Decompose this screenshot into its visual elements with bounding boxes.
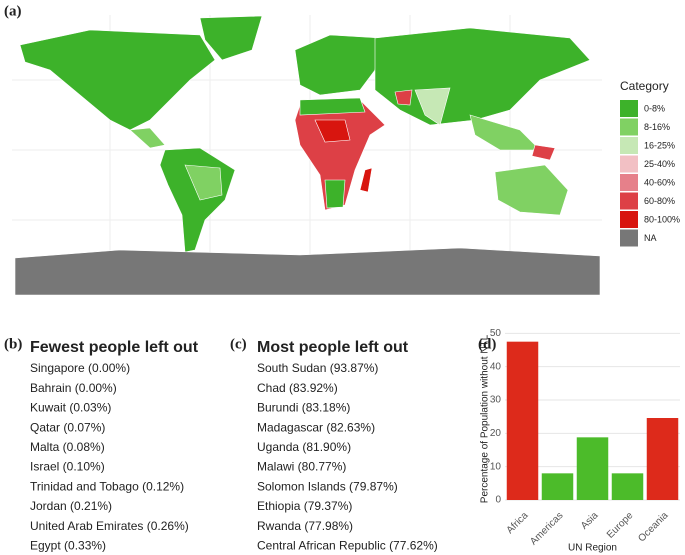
list-item: Burundi (83.18%) bbox=[257, 401, 350, 415]
list-item: Qatar (0.07%) bbox=[30, 420, 105, 434]
legend-label: 40-60% bbox=[644, 177, 675, 187]
y-tick-label: 0 bbox=[495, 495, 501, 506]
list-item: Malta (0.08%) bbox=[30, 440, 105, 454]
x-tick-label: Europe bbox=[605, 510, 636, 541]
central-africa bbox=[314, 119, 351, 143]
list-item: Ethiopia (79.37%) bbox=[257, 499, 352, 513]
legend-label: 8-16% bbox=[644, 122, 670, 132]
y-tick-label: 20 bbox=[490, 428, 502, 439]
list-item: Singapore (0.00%) bbox=[30, 361, 130, 375]
x-axis-title: UN Region bbox=[568, 543, 617, 554]
panel-label: (a) bbox=[4, 3, 22, 19]
legend-swatch bbox=[620, 137, 638, 154]
y-tick-label: 50 bbox=[490, 328, 502, 339]
legend-swatch bbox=[620, 118, 638, 136]
bar bbox=[646, 418, 679, 500]
list-item: United Arab Emirates (0.26%) bbox=[30, 519, 189, 533]
legend-swatch bbox=[620, 211, 638, 228]
antarctica bbox=[14, 247, 601, 296]
panel-label: (c) bbox=[230, 336, 247, 352]
legend-label: 80-100% bbox=[644, 214, 680, 224]
y-tick-label: 10 bbox=[490, 461, 502, 472]
list-title: Most people left out bbox=[257, 339, 409, 356]
list-item: Jordan (0.21%) bbox=[30, 499, 112, 513]
legend-swatch bbox=[620, 229, 638, 247]
europe bbox=[294, 34, 381, 96]
x-tick-label: Oceania bbox=[636, 510, 670, 544]
legend-label: 60-80% bbox=[644, 196, 675, 206]
legend-swatch bbox=[620, 174, 638, 191]
list-item: Solomon Islands (79.87%) bbox=[257, 479, 398, 493]
list-title: Fewest people left out bbox=[30, 339, 199, 356]
north-america bbox=[19, 29, 216, 131]
southeast-asia bbox=[469, 114, 541, 151]
panel-label: (d) bbox=[478, 336, 496, 352]
greenland bbox=[199, 15, 263, 61]
legend-title: Category bbox=[620, 79, 669, 93]
legend-label: NA bbox=[644, 233, 657, 243]
list-item: South Sudan (93.87%) bbox=[257, 361, 378, 375]
list-item: Israel (0.10%) bbox=[30, 460, 105, 474]
x-tick-label: Africa bbox=[505, 510, 531, 536]
list-item: Rwanda (77.98%) bbox=[257, 519, 353, 533]
y-tick-label: 30 bbox=[490, 395, 502, 406]
list-item: Bahrain (0.00%) bbox=[30, 381, 117, 395]
brazil-north bbox=[184, 164, 223, 201]
list-item: Madagascar (82.63%) bbox=[257, 420, 375, 434]
list-item: Kuwait (0.03%) bbox=[30, 401, 111, 415]
legend-label: 25-40% bbox=[644, 159, 675, 169]
list-item: Egypt (0.33%) bbox=[30, 538, 106, 552]
central-america bbox=[129, 127, 166, 149]
legend-swatch bbox=[620, 192, 638, 210]
australia bbox=[494, 164, 569, 216]
list-item: Uganda (81.90%) bbox=[257, 440, 351, 454]
list-item: Malawi (80.77%) bbox=[257, 460, 346, 474]
panel-label: (b) bbox=[4, 336, 22, 352]
new-guinea bbox=[531, 144, 556, 161]
bar bbox=[576, 437, 609, 500]
south-africa bbox=[324, 179, 346, 209]
legend-label: 0-8% bbox=[644, 103, 665, 113]
y-tick-label: 40 bbox=[490, 361, 502, 372]
south-asia bbox=[414, 87, 451, 126]
legend-swatch bbox=[620, 100, 638, 117]
y-axis-title: Percentage of Population without NTL bbox=[480, 334, 491, 503]
legend-swatch bbox=[620, 155, 638, 173]
africa bbox=[294, 99, 386, 211]
x-tick-label: Americas bbox=[528, 510, 565, 547]
afghanistan bbox=[394, 89, 413, 106]
bar bbox=[506, 341, 539, 500]
bar bbox=[541, 473, 574, 500]
list-item: Chad (83.92%) bbox=[257, 381, 338, 395]
x-tick-label: Asia bbox=[579, 510, 601, 532]
list-item: Trinidad and Tobago (0.12%) bbox=[30, 479, 184, 493]
north-africa bbox=[299, 97, 366, 116]
list-item: Central African Republic (77.62%) bbox=[257, 538, 438, 552]
world-map bbox=[12, 15, 602, 296]
legend-label: 16-25% bbox=[644, 140, 675, 150]
bar bbox=[611, 473, 644, 500]
madagascar bbox=[359, 167, 373, 193]
